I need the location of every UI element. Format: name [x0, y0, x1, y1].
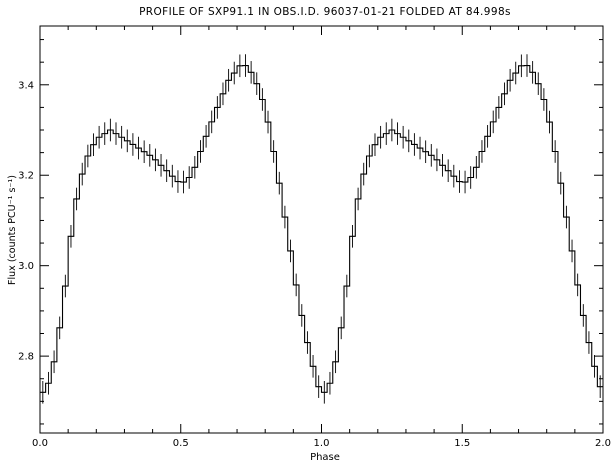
x-tick-label: 2.0 [595, 438, 611, 449]
x-tick-label: 0.5 [173, 438, 189, 449]
plot-frame [39, 25, 604, 434]
x-tick-label: 0.0 [32, 438, 48, 449]
x-tick-label: 1.0 [314, 438, 330, 449]
profile-line [40, 65, 603, 393]
y-tick-label: 3.4 [18, 80, 34, 91]
chart-title: PROFILE OF SXP91.1 IN OBS.I.D. 96037-01-… [139, 6, 511, 18]
plot-area: 0.0 0.5 1.0 1.5 2.0 2.8 3.0 3.2 3.4 [18, 25, 611, 449]
x-axis-label: Phase [310, 452, 340, 463]
y-tick-label: 3.2 [18, 171, 34, 182]
y-axis-label: Flux (counts PCU⁻¹ s⁻¹) [7, 175, 18, 285]
x-tick-label: 1.5 [454, 438, 470, 449]
y-tick-label: 2.8 [18, 352, 34, 363]
y-tick-label: 3.0 [18, 261, 34, 272]
